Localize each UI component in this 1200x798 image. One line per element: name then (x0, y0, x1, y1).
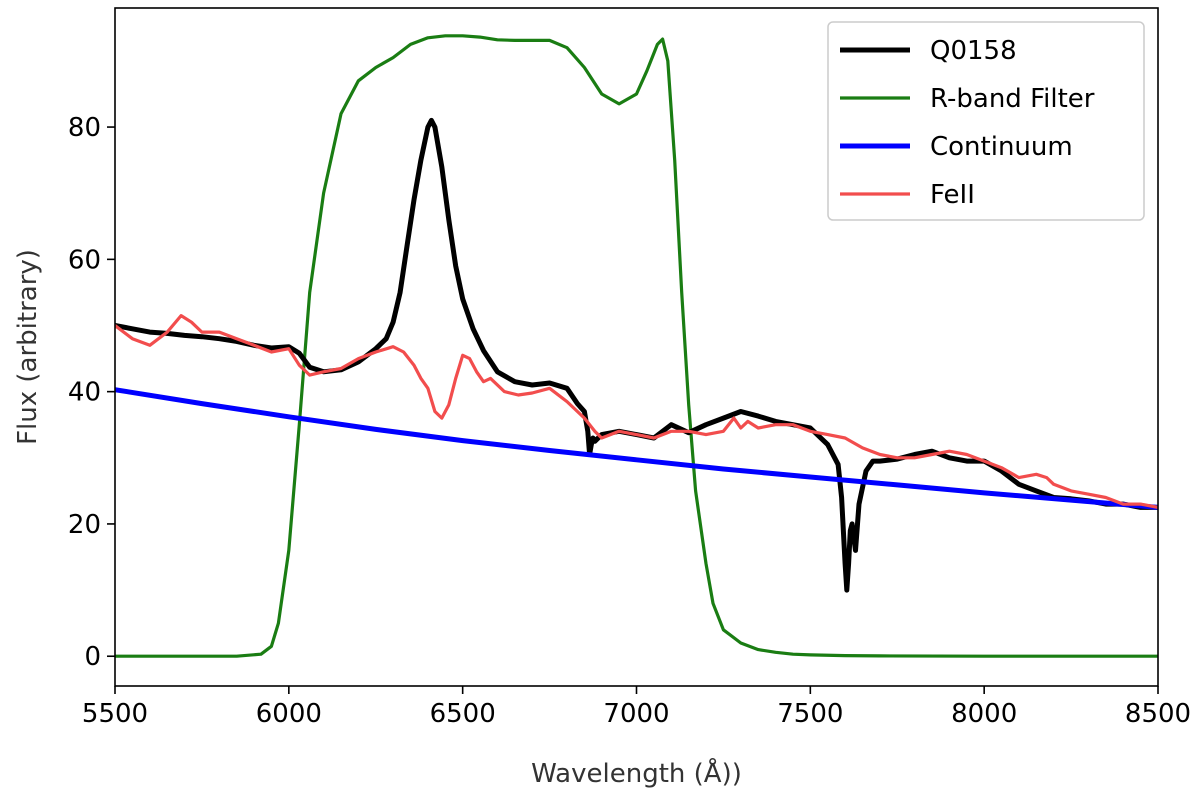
x-tick-label: 7500 (777, 699, 843, 729)
y-tick-label: 0 (84, 642, 101, 672)
series-line-feii (115, 314, 1158, 509)
y-tick-label: 40 (68, 378, 101, 408)
legend-label: Q0158 (930, 36, 1017, 66)
x-tick-label: 6500 (430, 699, 496, 729)
legend-entry: Q0158 (840, 36, 1017, 66)
legend-label: FeII (930, 180, 975, 210)
x-tick-label: 8000 (951, 699, 1017, 729)
y-axis-label: Flux (arbitrary) (13, 249, 43, 445)
x-axis-ticks: 5500 6000 6500 7000 7500 8000 8500 (82, 686, 1191, 729)
legend: Q0158 R-band Filter Continuum FeII (827, 21, 1145, 221)
legend-box (827, 21, 1145, 221)
x-tick-label: 7000 (603, 699, 669, 729)
series-lines (115, 34, 1158, 658)
x-axis-label: Wavelength (Å)) (531, 757, 742, 789)
y-tick-label: 20 (68, 510, 101, 540)
legend-entry: FeII (840, 180, 975, 210)
series-line-continuum (115, 387, 1158, 510)
y-tick-label: 60 (68, 245, 101, 275)
y-axis-ticks: 0 20 40 60 80 (68, 113, 115, 672)
legend-label: R-band Filter (930, 84, 1095, 114)
legend-entry: R-band Filter (840, 84, 1095, 114)
x-tick-label: 6000 (256, 699, 322, 729)
y-tick-label: 80 (68, 113, 101, 143)
series-line-r-band-filter (115, 34, 1158, 658)
plot-area: 5500 6000 6500 7000 7500 8000 8500 0 20 40 60 80 (68, 7, 1191, 729)
x-tick-label: 5500 (82, 699, 148, 729)
legend-entry: Continuum (840, 132, 1073, 162)
x-tick-label: 8500 (1125, 699, 1191, 729)
legend-label: Continuum (930, 132, 1073, 162)
